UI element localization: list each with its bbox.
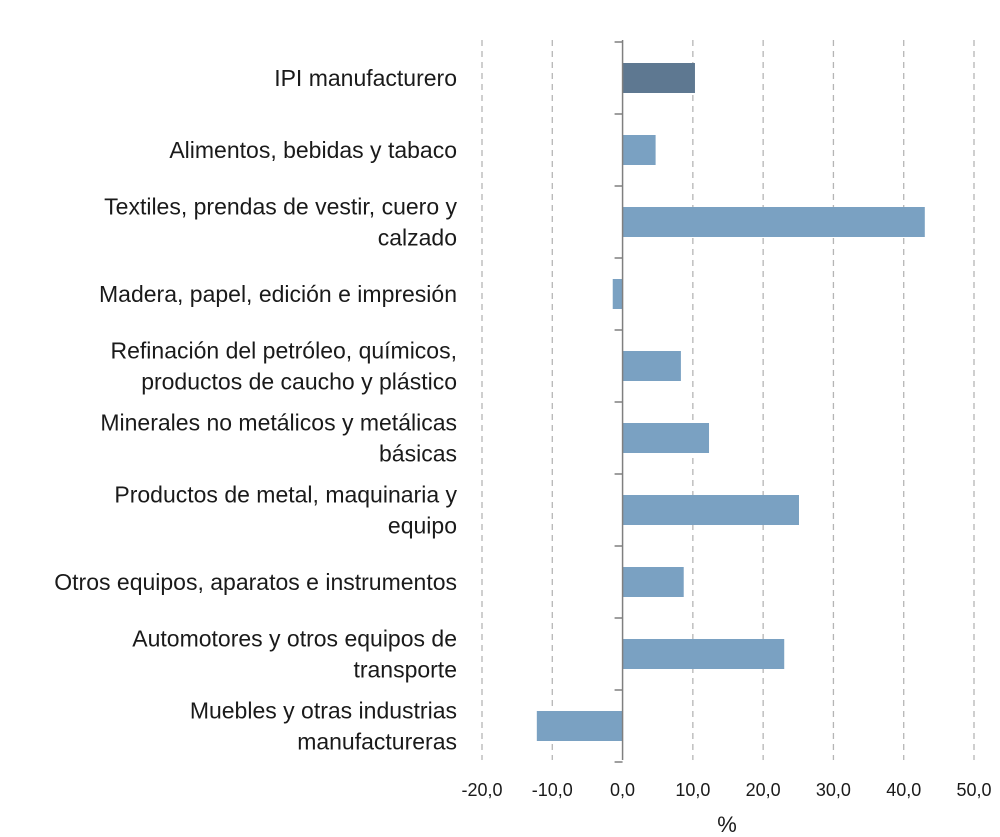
x-tick-label: 10,0: [675, 780, 710, 800]
bar: [622, 423, 710, 453]
category-label-line: Minerales no metálicos y metálicas: [100, 410, 457, 436]
category-label-line: Automotores y otros equipos de: [132, 626, 457, 652]
category-label-line: manufactureras: [297, 729, 457, 755]
x-tick-label: 40,0: [886, 780, 921, 800]
category-label: Muebles y otras industrias manufactureras: [190, 698, 457, 755]
category-label: Alimentos, bebidas y tabaco: [169, 137, 457, 163]
bar: [622, 639, 785, 669]
bar: [612, 279, 623, 309]
category-label: Refinación del petróleo, químicos, produc…: [111, 338, 457, 395]
x-tick-label: 50,0: [956, 780, 991, 800]
category-label-line: Muebles y otras industrias: [190, 698, 457, 724]
x-tick-label: 20,0: [746, 780, 781, 800]
x-tick-label: 30,0: [816, 780, 851, 800]
category-label: Madera, papel, edición e impresión: [99, 281, 457, 307]
category-label: Otros equipos, aparatos e instrumentos: [54, 569, 457, 595]
bar: [622, 135, 656, 165]
category-label-line: Otros equipos, aparatos e instrumentos: [54, 569, 457, 595]
category-label-line: calzado: [378, 225, 457, 251]
category-label-line: IPI manufacturero: [274, 65, 457, 91]
category-label: Textiles, prendas de vestir, cuero y calz…: [104, 194, 457, 251]
category-label-line: Refinación del petróleo, químicos,: [111, 338, 457, 364]
bar: [622, 351, 681, 381]
category-label-line: básicas: [379, 441, 457, 467]
bar: [536, 711, 623, 741]
category-label-line: transporte: [353, 657, 457, 683]
bar: [622, 63, 695, 93]
bar: [622, 567, 684, 597]
x-tick-label: -10,0: [532, 780, 573, 800]
category-label-line: Textiles, prendas de vestir, cuero y: [104, 194, 457, 220]
category-label-line: equipo: [388, 513, 457, 539]
x-tick-label: 0,0: [610, 780, 635, 800]
category-label: IPI manufacturero: [274, 65, 457, 91]
x-tick-label: -20,0: [461, 780, 502, 800]
bar: [622, 495, 799, 525]
category-label-line: Alimentos, bebidas y tabaco: [169, 137, 457, 163]
x-axis-title: %: [717, 812, 737, 837]
category-label-line: productos de caucho y plástico: [141, 369, 457, 395]
category-label: Productos de metal, maquinaria y equipo: [114, 482, 457, 539]
category-label-line: Madera, papel, edición e impresión: [99, 281, 457, 307]
x-tick-labels: -20,0 -10,0 0,0 10,0 20,0 30,0 40,0 50,0: [461, 780, 991, 800]
category-label: Automotores y otros equipos de transporte: [132, 626, 457, 683]
category-label: Minerales no metálicos y metálicas básica…: [100, 410, 457, 467]
category-labels: IPI manufacturero Alimentos, bebidas y ta…: [54, 65, 457, 755]
category-axis: [614, 40, 624, 763]
category-label-line: Productos de metal, maquinaria y: [114, 482, 457, 508]
bars: [536, 63, 925, 741]
bar: [622, 207, 925, 237]
